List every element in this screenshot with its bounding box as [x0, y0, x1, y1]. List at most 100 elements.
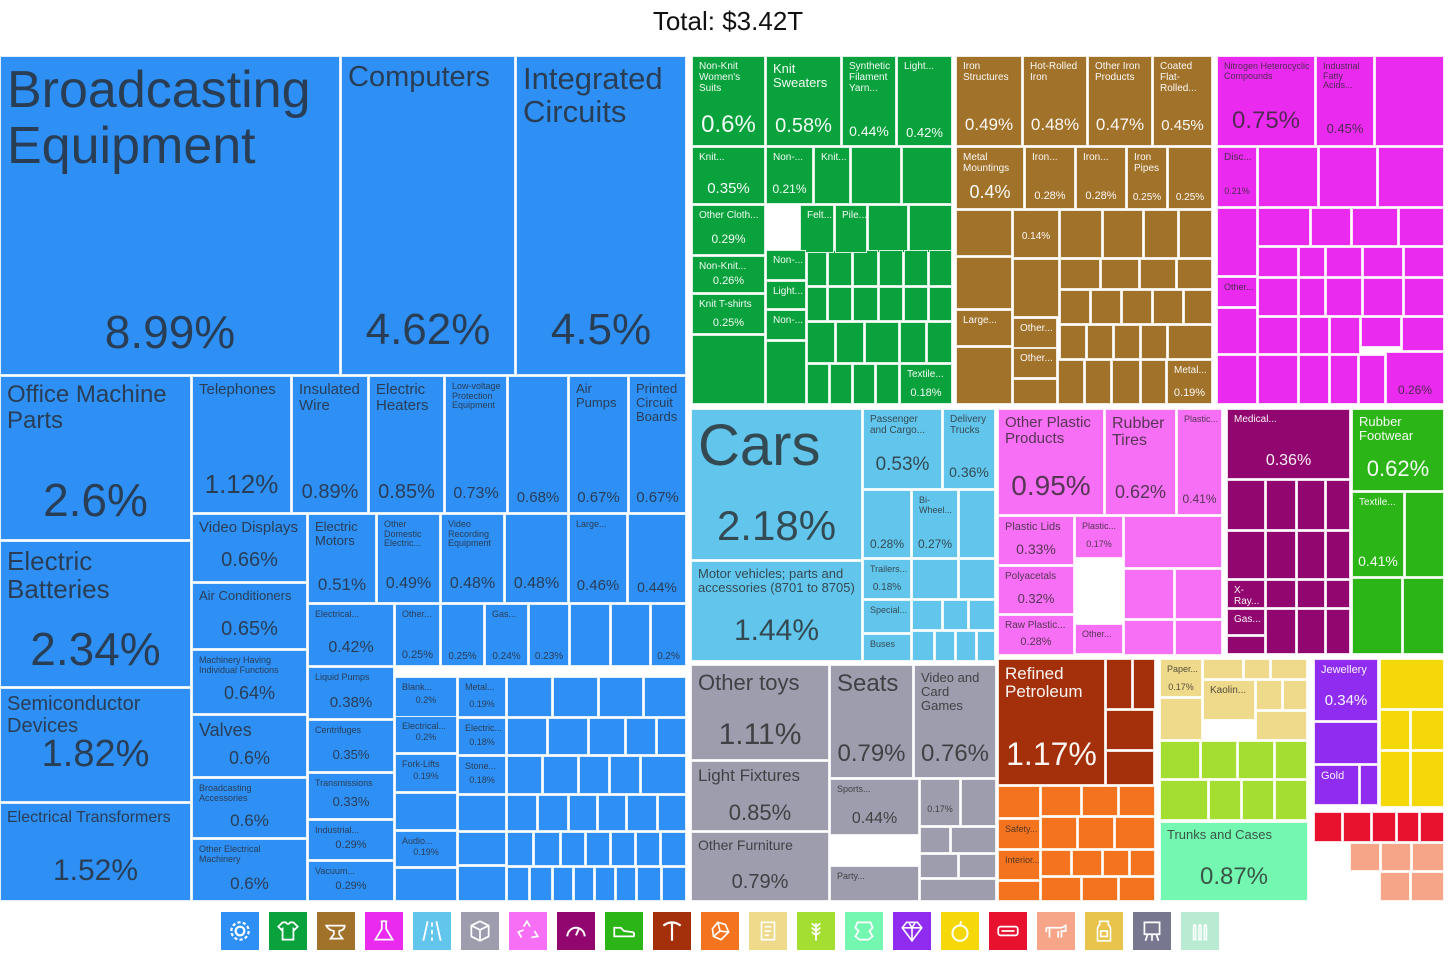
tile-value: 0.79% [731, 871, 789, 893]
treemap-tile [766, 341, 806, 404]
treemap-tile [876, 364, 899, 404]
tile-label: Air Pumps [576, 381, 617, 411]
tile-label: Electrical... [315, 609, 360, 619]
treemap-tile [586, 832, 610, 866]
tile-label: Interior... [1005, 855, 1040, 865]
treemap-tile: Party... [830, 866, 919, 901]
treemap-tile [1375, 56, 1444, 146]
treemap-tile [912, 600, 942, 630]
treemap-tile: 0.25% [441, 604, 484, 666]
treemap-tile [828, 287, 852, 321]
jar-icon[interactable] [1085, 912, 1123, 950]
box-icon[interactable] [461, 912, 499, 950]
tile-label: Trailers... [870, 564, 908, 574]
tile-value: 0.17% [1086, 539, 1112, 549]
tile-value: 0.41% [1182, 492, 1217, 506]
tile-value: 0.47% [1095, 115, 1145, 134]
tile-label: Electric... [465, 723, 503, 733]
tile-value: 0.6% [230, 811, 269, 830]
tile-label: Air Conditioners [199, 588, 292, 603]
treemap-tile [879, 250, 903, 286]
tile-label: Industrial... [315, 825, 360, 835]
hide-icon[interactable] [845, 912, 883, 950]
tile-value: 0.38% [329, 694, 373, 711]
tile-value: 2.6% [43, 474, 148, 526]
diamond-icon[interactable] [893, 912, 931, 950]
tile-label: Plastic Lids [1005, 521, 1061, 533]
tile-label: Non-Knit Women's Suits [699, 61, 741, 94]
anvil-icon[interactable] [317, 912, 355, 950]
wheat-icon[interactable] [797, 912, 835, 950]
treemap-tile [598, 795, 626, 831]
treemap-tile [1041, 817, 1077, 849]
bullets-icon[interactable] [1181, 912, 1219, 950]
treemap-tile [1258, 208, 1310, 246]
weapon-icon[interactable] [989, 912, 1027, 950]
tile-label: Video Displays [199, 519, 298, 536]
tile-value: 0.62% [1366, 456, 1430, 481]
treemap-tile: Passenger and Cargo... 0.53% [863, 409, 942, 489]
recycle-icon[interactable] [509, 912, 547, 950]
tile-value: 0.87% [1199, 863, 1269, 890]
treemap-tile [507, 677, 552, 717]
treemap-tile [909, 205, 952, 253]
fruit-icon[interactable] [941, 912, 979, 950]
treemap-tile [1106, 659, 1132, 709]
treemap-tile: Other Iron Products 0.47% [1088, 56, 1152, 146]
tile-label: Disc... [1224, 152, 1252, 163]
treemap-tile [1078, 817, 1114, 849]
treemap-tile [807, 287, 827, 321]
treemap-tile [1297, 580, 1325, 608]
treemap-tile [828, 250, 852, 286]
treemap-tile: Gas... [1227, 609, 1265, 635]
treemap-tile: Raw Plastic... 0.28% [998, 615, 1074, 655]
treemap-tile [641, 756, 686, 794]
tile-label: Printed Circuit Boards [636, 381, 678, 425]
treemap-tile [1227, 531, 1265, 579]
pickaxe-icon[interactable] [653, 912, 691, 950]
treemap-tile: Sports... 0.44% [830, 779, 919, 835]
gear-icon[interactable] [221, 912, 259, 950]
tile-label: Other toys [698, 670, 800, 695]
easel-icon[interactable] [1133, 912, 1171, 950]
shirt-icon[interactable] [269, 912, 307, 950]
treemap-tile [1420, 812, 1444, 842]
treemap-tile [1140, 259, 1176, 289]
treemap-tile [1330, 355, 1358, 404]
tile-value: 0.67% [636, 489, 679, 506]
gauge-icon[interactable] [557, 912, 595, 950]
treemap-tile [1119, 786, 1155, 816]
tile-label: Non-Knit... [699, 261, 747, 272]
treemap-tile: Paper... 0.17% [1160, 659, 1202, 697]
treemap-tile: 0.26% [1386, 352, 1444, 404]
treemap-tile [1271, 659, 1307, 679]
tile-value: 0.25% [712, 317, 745, 329]
shoe-icon[interactable] [605, 912, 643, 950]
treemap-tile: Plastic... 0.41% [1177, 409, 1222, 515]
treemap-tile [611, 604, 650, 666]
treemap-tile: Blank... 0.2% [395, 677, 457, 717]
treemap-tile [1380, 872, 1410, 901]
tile-value: 0.25% [1175, 192, 1205, 203]
treemap-tile [637, 867, 661, 901]
treemap-tile [1072, 850, 1102, 876]
treemap-tile: Large... [956, 310, 1012, 346]
road-icon[interactable] [413, 912, 451, 950]
tile-label: Electrical Transformers [7, 809, 171, 826]
treemap-tile [1175, 620, 1222, 655]
treemap-tile [1041, 786, 1081, 816]
tile-value: 0.35% [332, 747, 370, 762]
tile-value: 0.45% [1326, 121, 1364, 136]
treemap-tile [1326, 278, 1362, 316]
scroll-icon[interactable] [749, 912, 787, 950]
cow-icon[interactable] [1037, 912, 1075, 950]
treemap-tile [1405, 492, 1444, 577]
tile-value: 0.4% [969, 182, 1011, 202]
flask-icon[interactable] [365, 912, 403, 950]
tile-label: Fork-Lifts [402, 759, 440, 769]
treemap-tile: Felt... [800, 205, 834, 253]
gem-rock-icon[interactable] [701, 912, 739, 950]
treemap-tile: Non-... [766, 250, 806, 280]
treemap-tile [657, 718, 686, 755]
treemap-tile [1359, 355, 1385, 404]
